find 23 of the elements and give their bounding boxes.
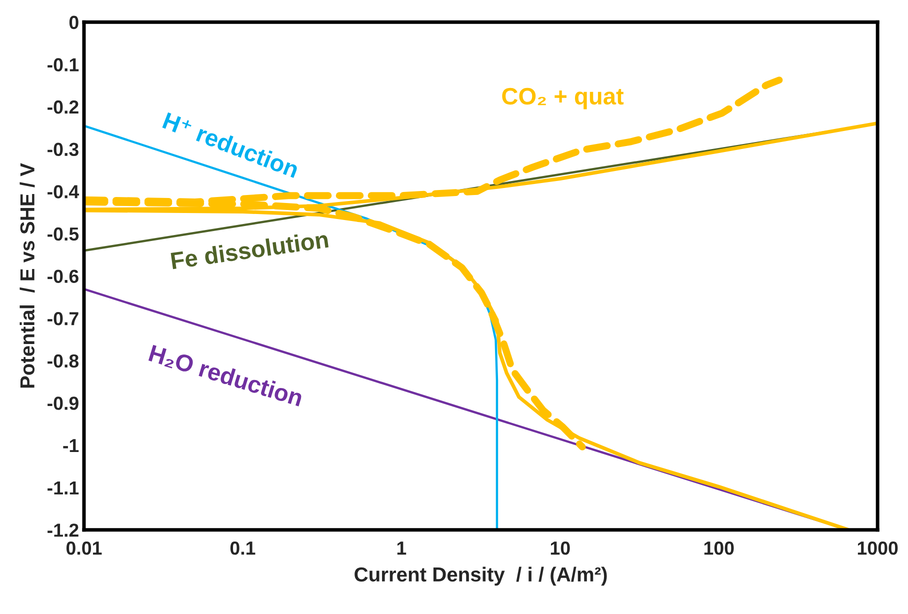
x-tick-label: 1000 xyxy=(858,541,898,555)
y-tick-label: -0.3 xyxy=(48,142,78,156)
y-tick-label: -0.9 xyxy=(48,396,78,410)
y-axis-title: Potential / E vs SHE / V xyxy=(20,163,35,388)
y-tick-label: -0.5 xyxy=(48,227,79,241)
y-tick-label: -0.8 xyxy=(48,354,79,368)
text: Fe dissolution xyxy=(170,230,329,270)
y-tick-label: 0 xyxy=(69,16,78,30)
y-tick-label: -1.1 xyxy=(48,481,79,494)
x-tick-label: 10 xyxy=(550,541,570,555)
y-tick-label: -0.4 xyxy=(48,185,80,198)
y-tick-label: -0.2 xyxy=(48,100,78,114)
y-tick-label: -0.6 xyxy=(48,270,78,283)
y-tick-label: -0.1 xyxy=(48,58,79,72)
x-tick-label: 0.01 xyxy=(66,541,102,555)
y-tick-label: -0.7 xyxy=(48,312,78,326)
y-tick-label: -1.2 xyxy=(48,524,78,537)
x-tick-label: 0.1 xyxy=(230,541,256,555)
x-tick-label: 100 xyxy=(704,541,734,555)
text: CO₂ + quat xyxy=(502,88,624,110)
x-tick-label: 1 xyxy=(397,542,406,555)
x-axis-title: Current Density / i / (A/m²) xyxy=(354,566,607,586)
y-tick-label: -1 xyxy=(63,439,79,452)
